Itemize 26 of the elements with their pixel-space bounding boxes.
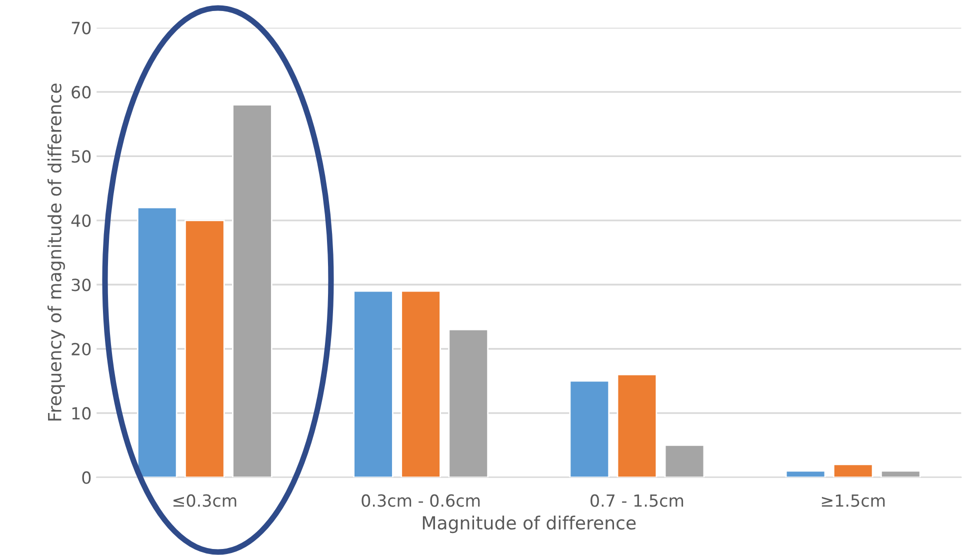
y-tick-label: 50	[72, 150, 91, 163]
y-axis-title: Frequency of magnitude of difference	[48, 84, 65, 421]
y-tick-label: 40	[71, 214, 91, 227]
y-tick-label: 10	[72, 407, 91, 420]
bar	[880, 470, 921, 478]
y-tick-label: 30	[72, 278, 91, 292]
x-tick-label: ≥1.5cm	[822, 494, 885, 507]
x-tick-label: 0.3cm - 0.6cm	[362, 494, 480, 507]
bar	[232, 104, 272, 478]
y-tick-label: 0	[82, 471, 91, 484]
bar	[832, 464, 874, 478]
bar	[664, 444, 705, 478]
bar	[136, 206, 178, 478]
x-tick-label: 0.7 - 1.5cm	[590, 494, 684, 507]
y-tick-label: 70	[72, 22, 91, 34]
x-axis-title: Magnitude of difference	[422, 516, 636, 534]
bar	[184, 220, 225, 478]
y-tick-label: 60	[72, 86, 91, 99]
bar	[400, 290, 441, 478]
bar	[785, 470, 826, 478]
bar	[353, 290, 394, 478]
bar	[616, 374, 658, 478]
y-tick-label: 20	[72, 342, 91, 356]
bar	[448, 328, 489, 478]
bar	[569, 380, 610, 478]
x-tick-label: ≤0.3cm	[174, 494, 236, 507]
